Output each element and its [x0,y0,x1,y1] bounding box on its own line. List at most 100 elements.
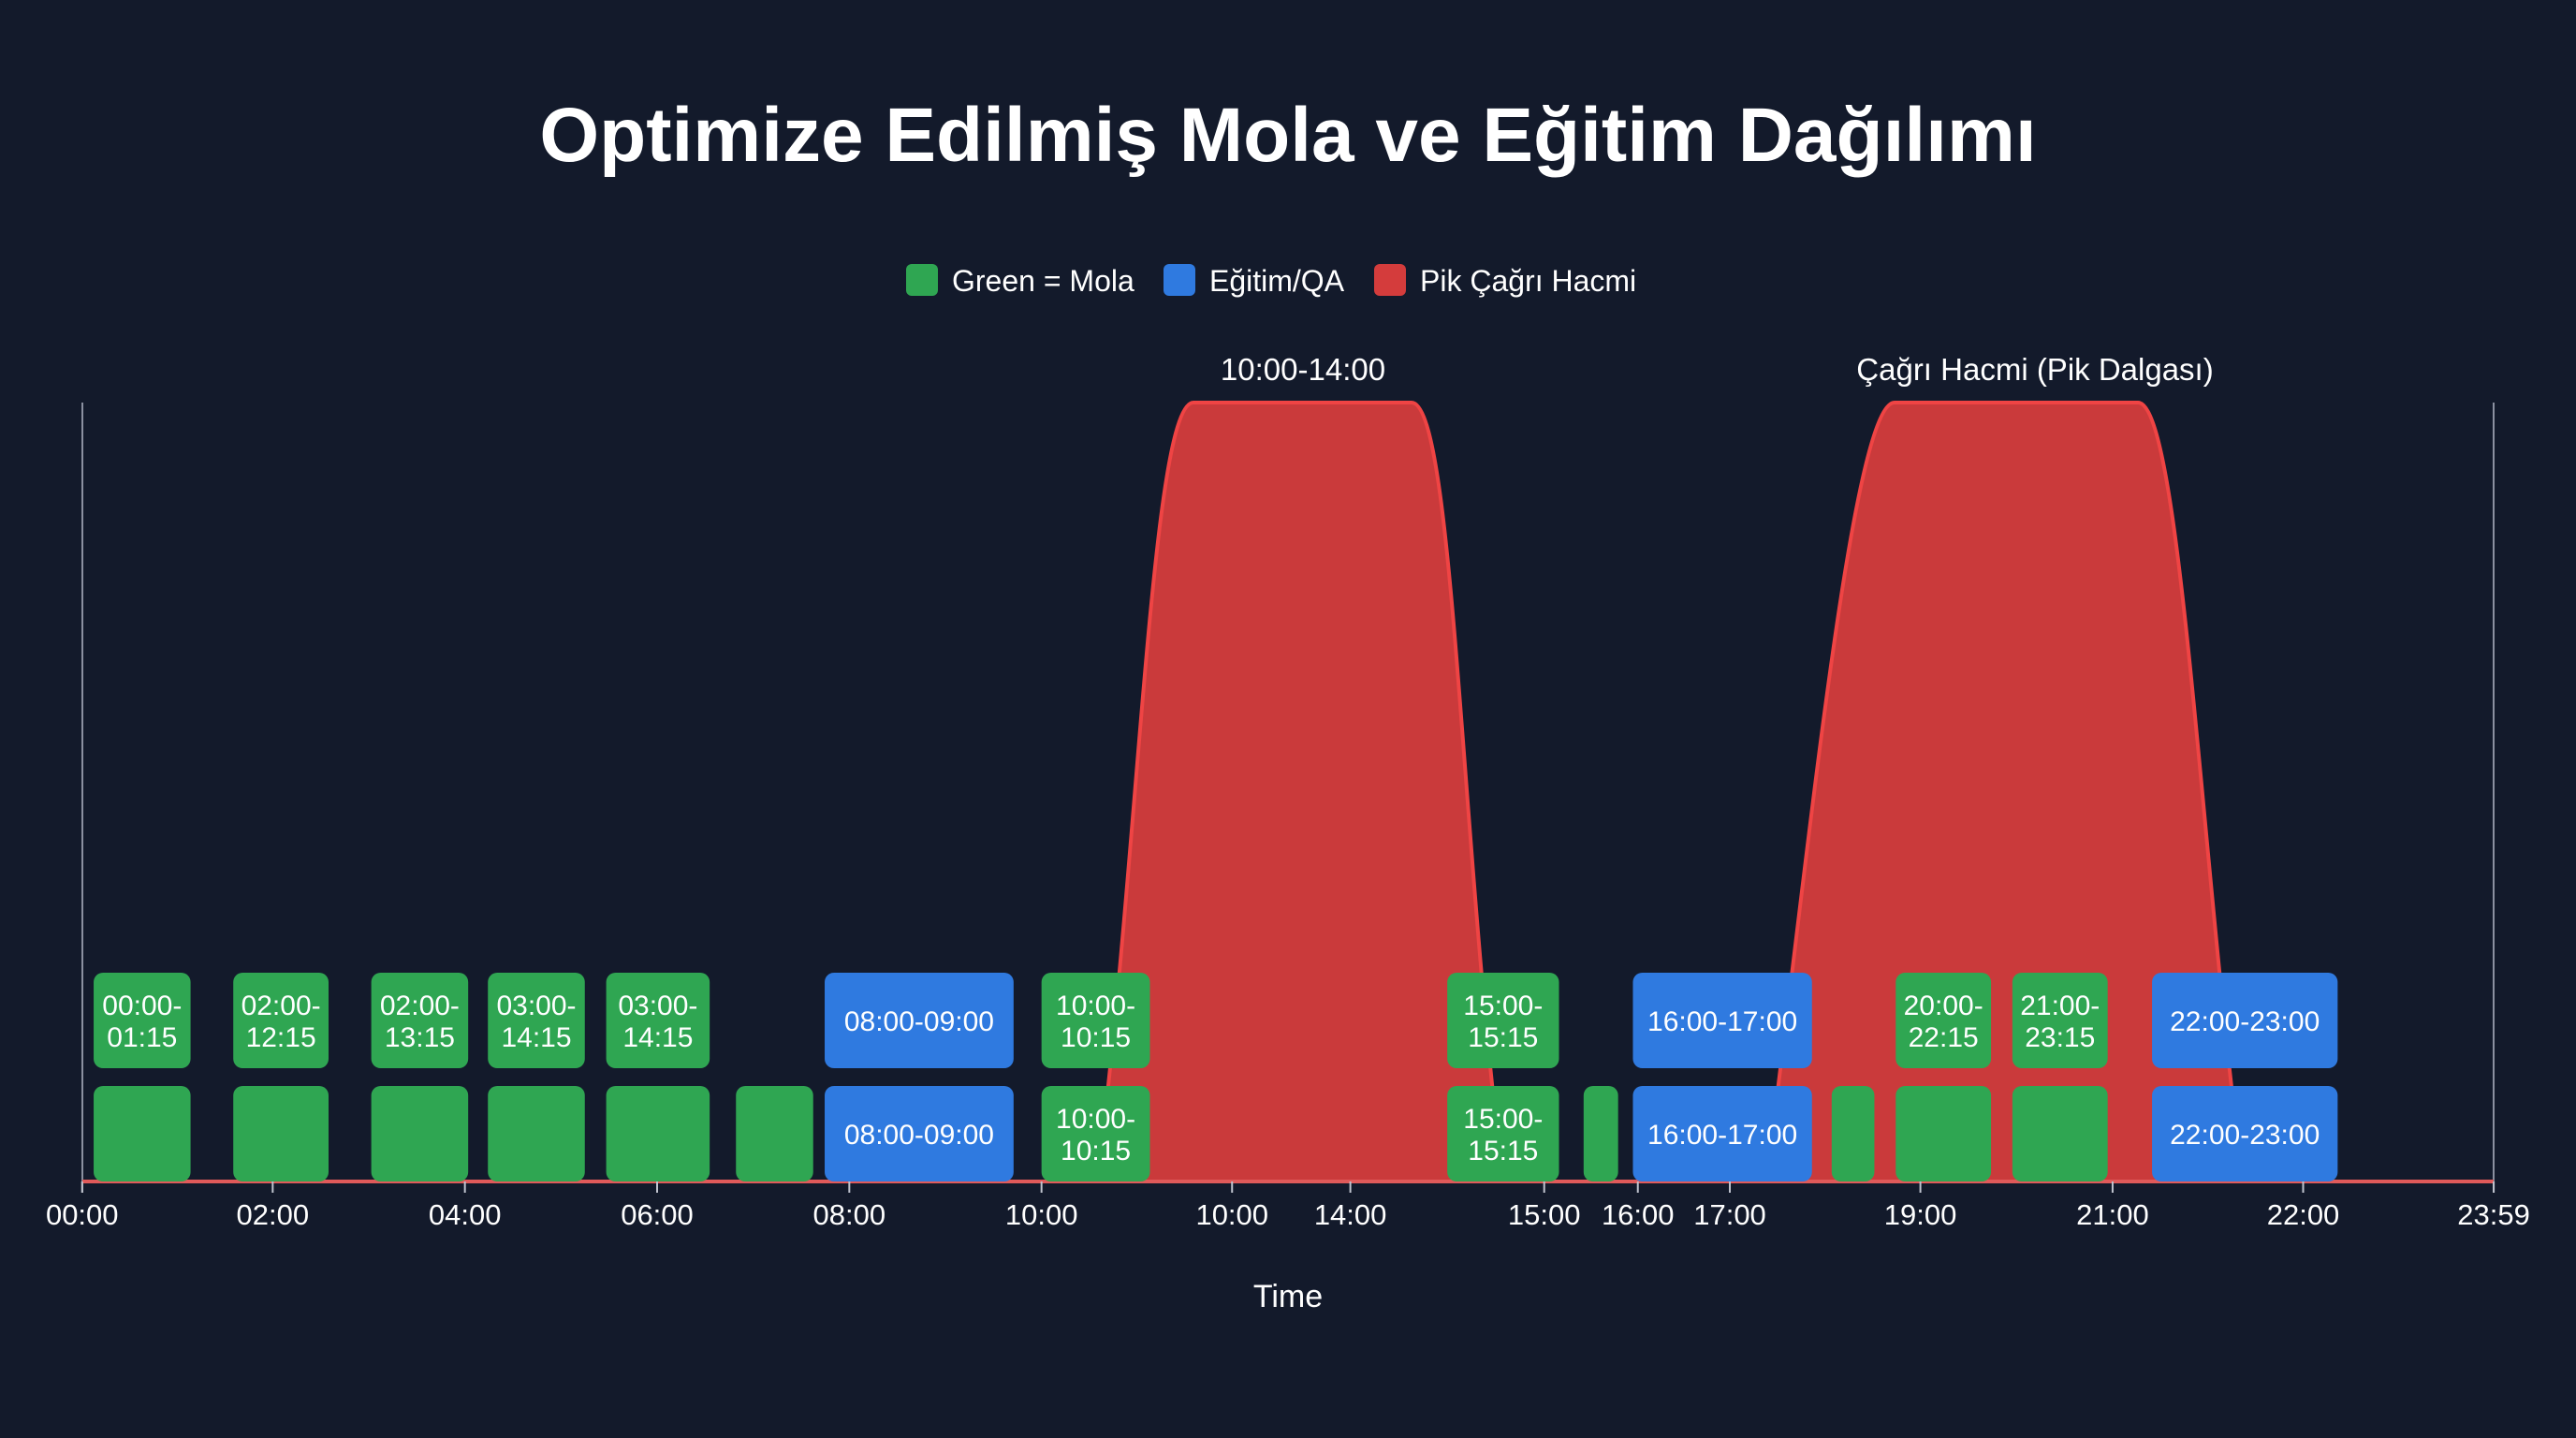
x-tick-label: 16:00 [1602,1198,1675,1231]
x-tick-label: 02:00 [237,1198,310,1231]
block-rect [1895,973,1992,1068]
block-mola[interactable]: 03:00-14:15 [488,973,585,1068]
block-rect [1447,1086,1559,1181]
block-label: 10:00- [1056,990,1135,1021]
block-rect [1831,1086,1875,1181]
block-egitim[interactable]: 08:00-09:00 [825,973,1014,1068]
block-rect [233,973,329,1068]
block-label: 03:00- [496,990,576,1021]
x-tick-label: 22:00 [2267,1198,2340,1231]
block-mola[interactable]: 15:00-15:15 [1447,1086,1559,1181]
block-rect [825,973,1014,1068]
x-tick-label: 00:00 [46,1198,119,1231]
block-mola[interactable] [1831,1086,1875,1181]
block-mola[interactable] [1895,1086,1992,1181]
block-rect [1632,1086,1812,1181]
x-axis-label: Time [1253,1279,1323,1314]
block-label: 21:00- [2020,990,2100,1021]
block-label: 16:00-17:00 [1647,1120,1797,1151]
block-egitim[interactable]: 16:00-17:00 [1632,1086,1812,1181]
block-label: 12:15 [246,1022,316,1053]
block-label: 10:15 [1061,1136,1131,1167]
block-mola[interactable] [233,1086,329,1181]
x-tick-label: 21:00 [2076,1198,2149,1231]
block-mola[interactable] [1583,1086,1618,1181]
x-ticks: 00:00 02:00 04:00 06:00 08:00 10:00 10:00 14:00… [46,1181,2530,1231]
block-rect [371,973,469,1068]
x-tick-label: 08:00 [813,1198,886,1231]
block-mola[interactable]: 02:00-12:15 [233,973,329,1068]
legend: Green = Mola Eğitim/QA Pik Çağrı Hacmi [906,264,1636,298]
block-label: 15:15 [1468,1136,1538,1167]
block-rect [1447,973,1559,1068]
block-mola[interactable] [606,1086,710,1181]
block-mola[interactable] [371,1086,469,1181]
block-label: 22:00-23:00 [2170,1120,2320,1151]
annotation-peak-2: Çağrı Hacmi (Pik Dalgası) [1856,352,2213,387]
block-mola[interactable] [736,1086,813,1181]
block-label: 08:00-09:00 [844,1006,994,1037]
block-mola[interactable] [94,1086,191,1181]
legend-swatch-2 [1374,264,1406,296]
block-label: 15:15 [1468,1022,1538,1053]
block-mola[interactable]: 10:00-10:15 [1041,1086,1150,1181]
block-label: 03:00- [618,990,697,1021]
x-tick-label: 17:00 [1693,1198,1766,1231]
block-label: 10:00- [1056,1104,1135,1135]
block-egitim[interactable]: 22:00-23:00 [2152,973,2338,1068]
x-tick-label: 06:00 [621,1198,694,1231]
block-label: 23:15 [2025,1022,2095,1053]
block-label: 14:15 [622,1022,693,1053]
block-label: 20:00- [1904,990,1983,1021]
block-mola[interactable]: 20:00-22:15 [1895,973,1992,1068]
block-rect [1895,1086,1992,1181]
peak-area-1 [1094,401,1506,1183]
block-label: 22:15 [1909,1022,1979,1053]
legend-label-0: Green = Mola [952,264,1134,298]
block-mola[interactable] [488,1086,585,1181]
block-label: 14:15 [501,1022,571,1053]
block-label: 22:00-23:00 [2170,1006,2320,1037]
x-tick-label: 14:00 [1314,1198,1387,1231]
x-tick-label: 23:59 [2457,1198,2530,1231]
block-label: 15:00- [1463,990,1543,1021]
block-mola[interactable] [2012,1086,2108,1181]
block-rect [2012,973,2108,1068]
block-mola[interactable]: 00:00-01:15 [94,973,191,1068]
block-rect [1041,1086,1150,1181]
block-rect [488,973,585,1068]
block-egitim[interactable]: 08:00-09:00 [825,1086,1014,1181]
x-tick-label: 19:00 [1884,1198,1957,1231]
block-mola[interactable]: 10:00-10:15 [1041,973,1150,1068]
chart-title: Optimize Edilmiş Mola ve Eğitim Dağılımı [539,93,2036,178]
block-label: 00:00- [102,990,182,1021]
block-label: 16:00-17:00 [1647,1006,1797,1037]
block-mola[interactable]: 21:00-23:15 [2012,973,2108,1068]
block-mola[interactable]: 03:00-14:15 [606,973,710,1068]
x-tick-label: 04:00 [429,1198,502,1231]
block-rect [606,1086,710,1181]
block-egitim[interactable]: 16:00-17:00 [1632,973,1812,1068]
schedule-blocks: 00:00-01:1502:00-12:1502:00-13:1503:00-1… [94,973,2338,1181]
block-rect [1041,973,1150,1068]
block-rect [825,1086,1014,1181]
block-label: 15:00- [1463,1104,1543,1135]
block-label: 08:00-09:00 [844,1120,994,1151]
x-tick-label: 15:00 [1508,1198,1581,1231]
block-label: 02:00- [380,990,460,1021]
block-label: 10:15 [1061,1022,1131,1053]
block-rect [606,973,710,1068]
block-rect [94,1086,191,1181]
block-mola[interactable]: 15:00-15:15 [1447,973,1559,1068]
x-tick-label: 10:00 [1005,1198,1078,1231]
legend-swatch-1 [1164,264,1195,296]
peak-areas [1094,401,2246,1183]
block-rect [488,1086,585,1181]
block-label: 01:15 [107,1022,177,1053]
block-mola[interactable]: 02:00-13:15 [371,973,469,1068]
block-rect [2152,1086,2338,1181]
block-egitim[interactable]: 22:00-23:00 [2152,1086,2338,1181]
block-rect [736,1086,813,1181]
block-rect [233,1086,329,1181]
